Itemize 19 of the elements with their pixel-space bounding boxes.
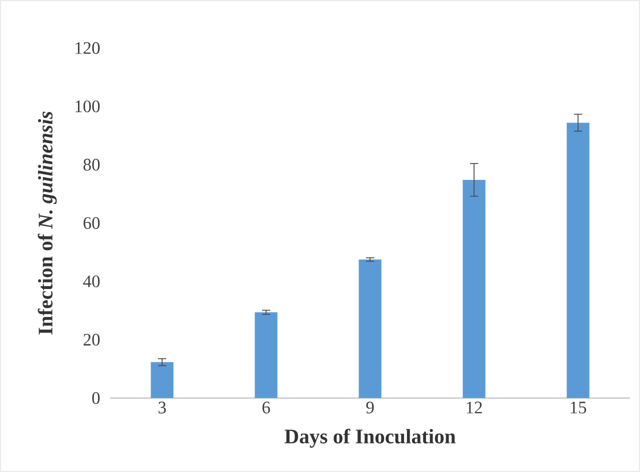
x-axis-title: Days of Inoculation: [284, 428, 456, 448]
y-tick-label: 0: [92, 392, 100, 404]
y-tick-label: 100: [76, 100, 100, 112]
bar: [566, 122, 590, 398]
y-tick-label: 120: [76, 42, 100, 54]
bar: [358, 259, 382, 398]
bar: [150, 362, 174, 398]
x-tick-label: 6: [262, 402, 270, 414]
bar: [254, 312, 278, 398]
y-tick-label: 20: [84, 334, 100, 346]
y-axis-title: Infection of N. guilinensis: [38, 112, 57, 334]
x-tick-label: 12: [466, 402, 482, 414]
y-tick-label: 60: [84, 217, 100, 229]
y-tick-label: 80: [83, 158, 100, 171]
x-tick-label: 3: [158, 402, 166, 414]
y-tick-label: 40: [83, 275, 100, 288]
x-tick-label: 9: [366, 402, 374, 414]
bar: [462, 180, 486, 398]
x-tick-label: 15: [570, 402, 586, 414]
